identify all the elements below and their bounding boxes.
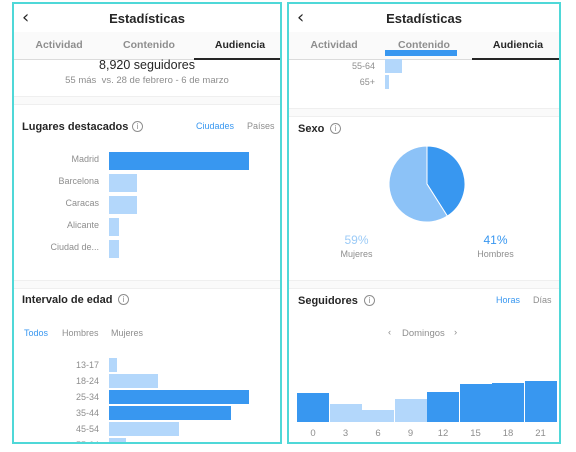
bar-label: Ciudad de... (50, 242, 99, 252)
bar-label: 18-24 (75, 376, 99, 386)
bar-label: Caracas (65, 198, 99, 208)
tab-bar: Actividad Contenido Audiencia (14, 32, 280, 60)
age-bar-partial (385, 50, 457, 56)
followers-change: 55 más vs. 28 de febrero - 6 de marzo (65, 75, 229, 86)
bar (109, 174, 137, 192)
bar (109, 218, 119, 236)
back-chevron-icon[interactable]: ‹ (22, 7, 30, 28)
bar-label: Barcelona (58, 176, 99, 186)
active-tab-indicator (194, 58, 280, 60)
time-tick-label: 15 (470, 428, 481, 439)
active-tab-indicator (472, 58, 559, 60)
tab-contenido[interactable]: Contenido (398, 39, 450, 51)
toggle-hours[interactable]: Horas (496, 295, 521, 305)
filter-men[interactable]: Hombres (62, 328, 99, 338)
page-title: Estadísticas (386, 11, 462, 26)
men-label: Hombres (477, 249, 514, 259)
section-divider (14, 96, 280, 105)
pie-slice-women (388, 145, 449, 223)
bar-label: Alicante (66, 220, 99, 230)
section-divider (14, 280, 280, 289)
time-bar (492, 383, 524, 422)
section-divider (289, 280, 559, 289)
time-tick-label: 9 (407, 428, 414, 439)
audience-panel-right: ‹ Estadísticas Actividad Contenido Audie… (287, 2, 561, 444)
toggle-days[interactable]: Días (533, 295, 552, 305)
bar (109, 152, 249, 170)
bar (109, 196, 137, 214)
bar (385, 75, 389, 89)
next-day-chevron-icon[interactable]: › (454, 327, 458, 338)
age-title: Intervalo de edad (22, 294, 113, 306)
time-tick-label: 12 (437, 428, 449, 439)
header: ‹ Estadísticas (289, 4, 559, 32)
bar-label: 45-54 (75, 424, 99, 434)
filter-women[interactable]: Mujeres (111, 328, 144, 338)
section-divider (289, 108, 559, 117)
prev-day-chevron-icon[interactable]: ‹ (388, 327, 392, 338)
men-pct: 41% (483, 233, 508, 247)
tab-actividad[interactable]: Actividad (35, 39, 83, 51)
bar-label: 55-64 (351, 61, 375, 71)
women-label: Mujeres (340, 249, 373, 259)
time-tick-label: 18 (502, 428, 514, 439)
bar-label: 13-17 (75, 360, 99, 370)
bar (109, 240, 119, 258)
page-title: Estadísticas (109, 11, 185, 26)
toggle-cities[interactable]: Ciudades (196, 121, 235, 131)
followers-time-title: Seguidores (298, 295, 358, 307)
bar-label: 35-44 (75, 408, 99, 418)
time-bar (524, 381, 557, 422)
places-title: Lugares destacados (22, 121, 129, 133)
time-tick-label: 0 (310, 428, 316, 439)
time-bar (459, 384, 492, 422)
time-bar (362, 410, 394, 422)
info-icon[interactable]: i (118, 294, 129, 305)
bar (109, 422, 179, 436)
time-tick-label: 21 (535, 428, 546, 439)
bar (385, 59, 402, 73)
day-selector: Domingos (402, 328, 445, 339)
time-bar (427, 392, 459, 422)
bar (109, 358, 117, 372)
time-bar (329, 404, 362, 422)
gender-title: Sexo (298, 123, 325, 135)
info-icon[interactable]: i (364, 295, 375, 306)
tab-actividad[interactable]: Actividad (310, 39, 358, 51)
info-icon[interactable]: i (330, 123, 341, 134)
back-chevron-icon[interactable]: ‹ (297, 7, 305, 28)
header: ‹ Estadísticas (14, 4, 280, 32)
tab-audiencia[interactable]: Audiencia (214, 39, 266, 51)
bar-label: 25-34 (75, 392, 99, 402)
toggle-countries[interactable]: Países (247, 121, 275, 131)
bar (109, 374, 158, 388)
bar (109, 390, 249, 404)
gender-pie-chart (388, 145, 466, 223)
bar-label: 65+ (359, 77, 375, 87)
info-icon[interactable]: i (132, 121, 143, 132)
tab-audiencia[interactable]: Audiencia (492, 39, 544, 51)
bar-label: Madrid (71, 154, 99, 164)
bar-label: 55-64 (29, 440, 99, 442)
time-tick-label: 3 (342, 428, 349, 439)
time-bar (297, 393, 329, 422)
time-tick-label: 6 (375, 428, 381, 439)
followers-count: 8,920 seguidores (99, 58, 195, 72)
audience-panel-left: ‹ Estadísticas Actividad Contenido Audie… (12, 2, 282, 444)
bar (109, 438, 126, 442)
filter-all[interactable]: Todos (24, 328, 49, 338)
women-pct: 59% (344, 233, 369, 247)
bar (109, 406, 231, 420)
tab-contenido[interactable]: Contenido (123, 39, 175, 51)
time-bar (394, 399, 427, 422)
